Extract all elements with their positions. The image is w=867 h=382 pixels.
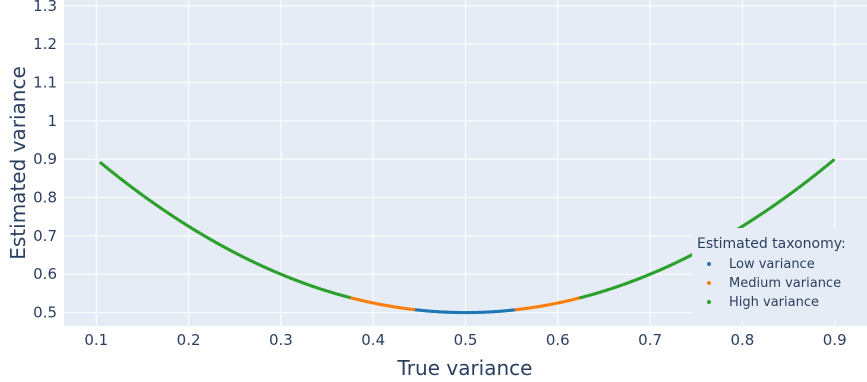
x-tick-label: 0.2 <box>177 331 201 349</box>
y-tick-label: 0.8 <box>33 189 57 207</box>
y-tick-label: 1.1 <box>33 73 57 91</box>
legend-marker <box>707 262 711 266</box>
x-tick-label: 0.3 <box>269 331 293 349</box>
legend: Estimated taxonomy: Low variance Medium v… <box>692 228 867 320</box>
series-low-variance <box>413 308 517 315</box>
x-tick-label: 0.5 <box>454 331 478 349</box>
y-tick-label: 1 <box>47 112 57 130</box>
data-point <box>831 158 836 162</box>
y-tick-label: 0.9 <box>33 150 57 168</box>
legend-title: Estimated taxonomy: <box>697 236 846 252</box>
y-tick-label: 1.3 <box>33 0 57 15</box>
y-tick-label: 1.2 <box>33 35 57 53</box>
x-tick-label: 0.9 <box>823 331 847 349</box>
x-tick-label: 0.8 <box>730 331 754 349</box>
y-tick-labels: 0.5 0.6 0.7 0.8 0.9 1 1.1 1.2 1.3 <box>33 0 57 322</box>
legend-label: Low variance <box>729 257 815 272</box>
y-tick-label: 0.6 <box>33 265 57 283</box>
legend-marker <box>707 281 711 285</box>
y-tick-label: 0.7 <box>33 227 57 245</box>
x-tick-label: 0.7 <box>638 331 662 349</box>
legend-marker <box>707 300 711 304</box>
y-axis-title: Estimated variance <box>6 66 30 260</box>
data-point <box>412 307 416 312</box>
x-tick-label: 0.4 <box>361 331 385 349</box>
legend-box <box>692 228 867 320</box>
legend-label: Medium variance <box>729 276 841 291</box>
x-tick-label: 0.6 <box>546 331 570 349</box>
x-tick-label: 0.1 <box>84 331 108 349</box>
x-axis-title: True variance <box>397 356 533 380</box>
points-layer <box>99 158 836 315</box>
data-point <box>347 295 351 299</box>
legend-items: Low variance Medium variance High variance <box>707 257 841 310</box>
y-tick-label: 0.5 <box>33 304 57 322</box>
x-tick-labels: 0.1 0.2 0.3 0.4 0.5 0.6 0.7 0.8 0.9 <box>84 331 846 349</box>
series-medium-variance <box>348 295 582 312</box>
legend-label: High variance <box>729 295 819 310</box>
